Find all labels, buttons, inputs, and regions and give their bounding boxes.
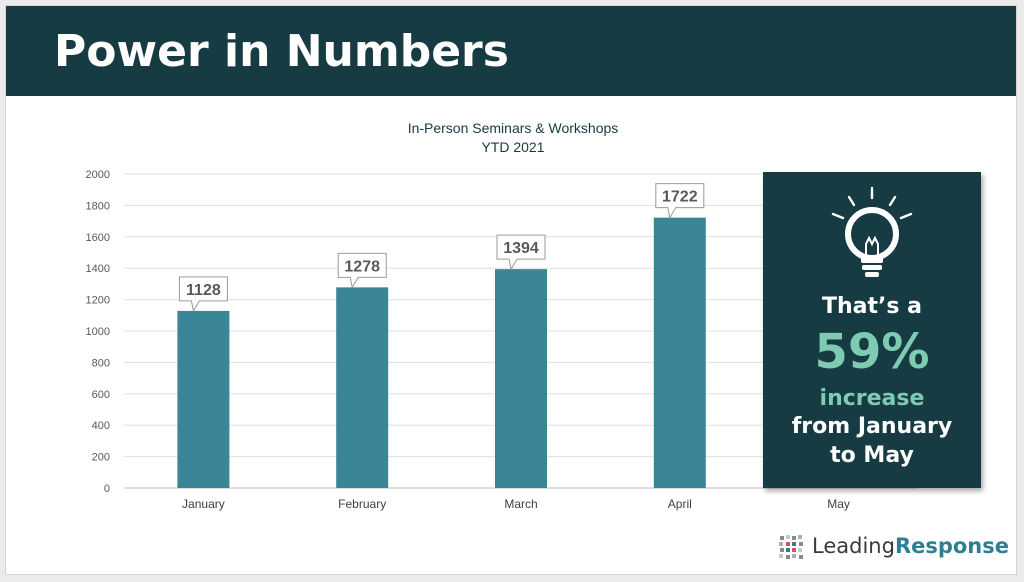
y-tick-label: 1200 (86, 295, 110, 307)
data-label-bubble (655, 183, 705, 220)
lightbulb-icon (831, 186, 913, 277)
header-bar: Power in Numbers (6, 6, 1016, 96)
data-label-text: 1278 (344, 258, 380, 275)
chart-subtitle: YTD 2021 (481, 139, 544, 155)
page-title: Power in Numbers (54, 26, 509, 77)
y-tick-label: 800 (92, 357, 110, 369)
y-tick-label: 600 (92, 389, 110, 401)
data-label: 1394 (496, 234, 546, 271)
logo-text: LeadingResponse (812, 534, 1009, 558)
data-label-text: 1128 (186, 282, 221, 299)
callout-box: That’s a 59% increase from January to Ma… (763, 172, 981, 488)
x-tick-label: January (182, 497, 225, 511)
callout-line-1: That’s a (822, 294, 922, 319)
x-tick-label: February (338, 497, 386, 511)
y-tick-label: 1800 (86, 200, 110, 212)
data-label: 1128 (178, 276, 228, 313)
x-tick-label: April (668, 497, 692, 511)
y-tick-label: 400 (92, 420, 110, 432)
bar (336, 287, 389, 488)
data-label: 1278 (337, 252, 387, 289)
y-tick-label: 1000 (86, 326, 110, 338)
x-axis: January February March April May (182, 497, 850, 511)
callout-line-4: from January (791, 414, 953, 439)
chart-title: In-Person Seminars & Workshops (408, 120, 619, 136)
callout-line-3: increase (819, 386, 925, 411)
y-tick-label: 200 (92, 452, 110, 464)
callout-line-5: to May (830, 443, 914, 468)
data-label-text: 1722 (662, 189, 698, 206)
x-tick-label: March (504, 497, 537, 511)
y-axis: 0 200 400 600 800 1000 1200 1400 1600 1800 2000 (86, 169, 110, 495)
bar (495, 269, 547, 488)
logo-text-regular: Leading (812, 534, 895, 558)
data-label-bubble (178, 276, 228, 313)
data-label: 1722 (655, 183, 705, 220)
y-tick-label: 1600 (86, 232, 110, 244)
chart-bars (177, 217, 706, 488)
data-label-bubble (496, 234, 546, 271)
slide: Power in Numbers In-Person Seminars & Wo… (5, 5, 1017, 575)
data-label-bubble (337, 252, 387, 289)
bar (653, 217, 706, 488)
callout-percent: 59% (814, 324, 930, 380)
bar (177, 310, 230, 488)
y-tick-label: 0 (104, 483, 110, 495)
data-labels: 1128 1278 1394 1722 (178, 183, 705, 313)
y-tick-label: 1400 (86, 263, 110, 275)
data-label-text: 1394 (503, 240, 539, 257)
logo-mark-icon (779, 535, 803, 559)
x-tick-label: May (827, 497, 850, 511)
logo-text-bold: Response (894, 534, 1010, 558)
y-tick-label: 2000 (86, 169, 110, 181)
